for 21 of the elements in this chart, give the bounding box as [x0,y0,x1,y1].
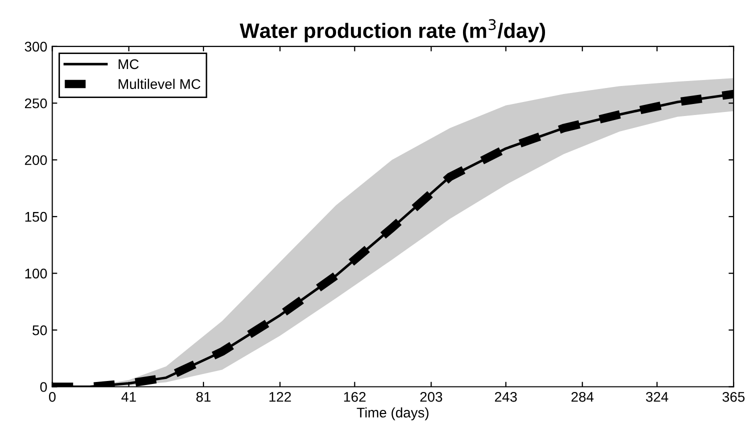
x-tick-label: 365 [722,392,745,402]
x-tick-label: 0 [48,392,56,402]
x-tick-label: 162 [344,392,366,402]
x-tick-label: 203 [420,392,442,402]
y-tick-label: 50 [32,325,47,336]
x-tick-label: 243 [494,392,517,402]
x-tick-label: 284 [571,392,594,402]
y-tick-label: 0 [40,382,47,392]
y-tick-label: 200 [24,155,47,166]
x-tick-label: 122 [269,392,291,402]
x-axis-title: Time (days) [356,407,428,420]
y-tick-label: 150 [25,212,47,222]
y-tick-label: 300 [24,42,47,52]
y-tick-label: 100 [25,268,47,278]
x-tick-label: 41 [121,392,136,402]
y-tick-label: 250 [24,98,47,108]
x-tick-label: 81 [196,392,211,402]
chart-title: Water production rate (m$^{3}$/day) [240,19,546,42]
legend-label: MC [118,59,139,70]
x-tick-label: 324 [646,392,668,402]
legend-label: Multilevel MC [118,78,200,90]
